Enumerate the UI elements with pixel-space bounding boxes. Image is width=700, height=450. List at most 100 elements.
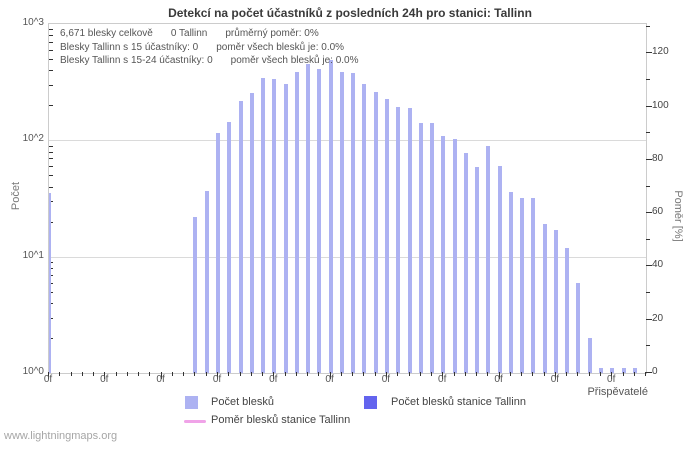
y-tick-10e3: 10^3 [22,17,44,28]
x-minor-tick [464,372,466,376]
flash-count-bar [396,106,401,373]
y-minor-tick [49,291,53,293]
flash-count-bar [430,123,434,373]
x-tick-label: 0f [100,374,109,385]
x-major-tick [273,372,275,379]
x-minor-tick [453,372,455,376]
flash-count-bar [272,79,277,373]
x-minor-tick [307,372,309,376]
x-tick-label: 0f [607,374,616,385]
r-major-tick [646,158,652,160]
x-major-tick [48,372,49,379]
y-minor-tick [49,221,53,223]
x-major-tick [442,372,444,379]
flash-count-bar [565,247,570,373]
decade-gridline [49,140,646,142]
y-axis-title-right: Poměr [%] [672,190,684,242]
x-minor-tick [262,372,263,376]
stats-line-3: Blesky Tallinn s 15-24 účastníky: 0 poměr… [60,55,359,66]
stats-annotation: 6,671 blesky celkově 0 Tallinn průměrný po… [60,27,359,68]
flash-count-bar [294,72,299,373]
decade-gridline [49,256,646,258]
y-minor-tick [49,70,53,72]
x-minor-tick [521,372,523,376]
x-minor-tick [363,372,365,376]
legend-swatch-pocet-blesku [185,396,198,409]
flash-count-bar [328,60,333,373]
legend-label-pocet-blesku-stanice: Počet blesků stanice Tallinn [391,396,526,408]
x-tick-label: 0f [494,374,503,385]
stats-line-1: 6,671 blesky celkově 0 Tallinn průměrný po… [60,28,319,39]
flash-count-bar [362,83,367,373]
r-tick-label: 120 [652,46,669,58]
x-minor-tick [476,372,477,376]
flash-count-bar [317,69,322,373]
x-minor-tick [543,372,545,376]
y-minor-tick [49,201,53,203]
x-minor-tick [532,372,534,376]
x-minor-tick [633,372,635,376]
x-minor-tick [205,372,207,376]
x-minor-tick [487,372,489,376]
lightningmaps-link[interactable]: www.lightningmaps.org [4,430,118,442]
r-minor-tick [646,25,650,27]
r-tick-label: 100 [652,99,669,111]
x-minor-tick [408,372,410,376]
x-major-tick [160,372,162,379]
flash-count-bar [49,193,51,373]
y-minor-tick [49,267,53,269]
flash-count-bar [373,91,378,373]
r-major-tick [646,265,652,267]
x-major-tick [611,372,613,379]
flash-count-bar [238,101,243,373]
r-minor-tick [646,185,650,187]
y-minor-tick [49,282,53,284]
r-major-tick [646,105,652,107]
x-minor-tick [81,372,83,376]
flash-count-bar [407,107,412,373]
flash-count-bar [249,93,254,373]
flash-count-bar [508,192,513,373]
flash-count-bar [204,190,209,373]
r-tick-label: 0 [652,366,658,377]
flash-count-bar [339,72,344,373]
r-minor-tick [646,292,650,294]
flash-count-bar [553,229,558,373]
x-minor-tick [577,372,579,376]
x-major-tick [329,372,331,379]
x-major-tick [498,372,500,379]
x-minor-tick [239,372,241,376]
x-minor-tick [171,372,173,376]
y-minor-tick [49,59,53,60]
x-minor-tick [397,372,399,376]
y-minor-tick [49,158,53,160]
stats-line-2: Blesky Tallinn s 15 účastníky: 0 poměr vš… [60,41,345,53]
flash-count-bar [632,368,637,373]
flash-count-bar [542,224,547,373]
flash-count-bar [193,216,198,373]
x-minor-tick [509,372,511,376]
flash-count-bar [497,166,502,373]
x-minor-tick [284,372,286,376]
x-minor-tick [70,372,72,376]
flash-count-bar [384,98,389,373]
flash-count-bar [531,197,536,373]
y-minor-tick [49,49,53,51]
r-tick-label: 80 [652,152,664,164]
flash-count-bar [441,135,446,373]
flash-count-bar [216,132,220,373]
x-minor-tick [645,372,646,376]
x-major-tick [554,372,556,379]
y-minor-tick [49,29,53,31]
x-axis-title: Přispěvatelé [587,386,648,398]
x-minor-tick [588,372,590,376]
y-minor-tick [49,317,53,319]
y-minor-tick [49,175,53,177]
x-minor-tick [115,372,117,376]
legend-label-pocet-blesku: Počet blesků [211,396,274,408]
x-major-tick [104,372,106,379]
x-minor-tick [340,372,342,376]
x-minor-tick [149,372,151,376]
x-tick-label: 0f [381,374,391,385]
